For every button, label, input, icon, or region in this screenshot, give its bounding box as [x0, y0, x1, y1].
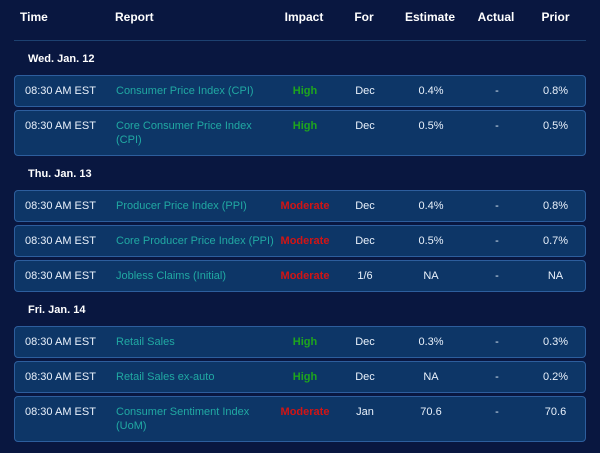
- estimate-value: NA: [423, 371, 439, 383]
- actual-value: -: [495, 406, 499, 418]
- estimate-value: NA: [423, 270, 439, 282]
- calendar-day-group: Wed. Jan. 12 08:30 AM EST Consumer Price…: [14, 52, 586, 156]
- impact-label: Moderate: [280, 406, 330, 418]
- prior-value: 0.8%: [542, 200, 569, 212]
- row-time: 08:30 AM EST: [25, 336, 96, 348]
- for-value: Dec: [355, 235, 375, 247]
- estimate-value: 70.6: [420, 406, 442, 418]
- impact-label: Moderate: [280, 235, 330, 247]
- calendar-row: 08:30 AM EST Core Producer Price Index (…: [14, 225, 586, 257]
- calendar-row: 08:30 AM EST Consumer Sentiment Index (U…: [14, 396, 586, 442]
- impact-label: High: [292, 120, 318, 132]
- prior-value: 0.5%: [542, 120, 569, 132]
- column-header-impact: Impact: [284, 10, 324, 24]
- actual-value: -: [495, 85, 499, 97]
- estimate-value: 0.5%: [418, 120, 444, 132]
- calendar-day-group: Thu. Jan. 13 08:30 AM EST Producer Price…: [14, 167, 586, 292]
- for-value: Dec: [355, 85, 375, 97]
- calendar-day-group: Fri. Jan. 14 08:30 AM EST Retail Sales H…: [14, 303, 586, 442]
- calendar-row: 08:30 AM EST Core Consumer Price Index (…: [14, 110, 586, 156]
- actual-value: -: [495, 270, 499, 282]
- for-value: Dec: [355, 336, 375, 348]
- column-header-time: Time: [20, 10, 48, 24]
- column-header-estimate: Estimate: [404, 10, 456, 24]
- prior-value: 0.2%: [542, 371, 569, 383]
- row-time: 08:30 AM EST: [25, 120, 96, 132]
- column-header-report: Report: [115, 10, 154, 24]
- impact-label: High: [292, 85, 318, 97]
- section-date: Thu. Jan. 13: [28, 168, 92, 180]
- impact-label: Moderate: [280, 200, 330, 212]
- row-time: 08:30 AM EST: [25, 200, 96, 212]
- prior-value: 0.8%: [542, 85, 569, 97]
- calendar-row: 08:30 AM EST Retail Sales High Dec 0.3% …: [14, 326, 586, 358]
- row-time: 08:30 AM EST: [25, 270, 96, 282]
- calendar-row: 08:30 AM EST Retail Sales ex-auto High D…: [14, 361, 586, 393]
- for-value: Dec: [355, 371, 375, 383]
- calendar-row: 08:30 AM EST Consumer Price Index (CPI) …: [14, 75, 586, 107]
- estimate-value: 0.5%: [418, 235, 444, 247]
- report-link[interactable]: Consumer Price Index (CPI): [116, 85, 254, 97]
- impact-label: Moderate: [280, 270, 330, 282]
- impact-label: High: [292, 371, 318, 383]
- estimate-value: 0.3%: [418, 336, 444, 348]
- for-value: Jan: [356, 406, 374, 418]
- prior-value: 0.7%: [542, 235, 569, 247]
- column-header-actual: Actual: [477, 10, 515, 24]
- actual-value: -: [495, 120, 499, 132]
- estimate-value: 0.4%: [418, 85, 444, 97]
- for-value: Dec: [355, 120, 375, 132]
- header-divider: [14, 40, 586, 41]
- actual-value: -: [495, 371, 499, 383]
- for-value: 1/6: [357, 270, 373, 282]
- report-link[interactable]: Producer Price Index (PPI): [116, 200, 247, 212]
- calendar-row: 08:30 AM EST Jobless Claims (Initial) Mo…: [14, 260, 586, 292]
- row-time: 08:30 AM EST: [25, 85, 96, 97]
- calendar-row: 08:30 AM EST Producer Price Index (PPI) …: [14, 190, 586, 222]
- row-time: 08:30 AM EST: [25, 371, 96, 383]
- actual-value: -: [495, 200, 499, 212]
- report-link[interactable]: Retail Sales ex-auto: [116, 371, 215, 383]
- prior-value: NA: [547, 270, 564, 282]
- column-header-for: For: [354, 10, 374, 24]
- report-link[interactable]: Consumer Sentiment Index (UoM): [116, 406, 250, 432]
- prior-value: 0.3%: [542, 336, 569, 348]
- report-link[interactable]: Jobless Claims (Initial): [116, 270, 227, 282]
- row-time: 08:30 AM EST: [25, 406, 96, 418]
- column-header-prior: Prior: [541, 10, 570, 24]
- report-link[interactable]: Retail Sales: [116, 336, 175, 348]
- impact-label: High: [292, 336, 318, 348]
- row-time: 08:30 AM EST: [25, 235, 96, 247]
- section-date: Wed. Jan. 12: [28, 53, 95, 65]
- prior-value: 70.6: [544, 406, 567, 418]
- actual-value: -: [495, 336, 499, 348]
- for-value: Dec: [355, 200, 375, 212]
- report-link[interactable]: Core Consumer Price Index (CPI): [116, 120, 252, 146]
- section-date: Fri. Jan. 14: [28, 304, 86, 316]
- report-link[interactable]: Core Producer Price Index (PPI): [116, 235, 274, 247]
- estimate-value: 0.4%: [418, 200, 444, 212]
- table-header: Time Report Impact For Estimate Actual P…: [14, 10, 586, 25]
- actual-value: -: [495, 235, 499, 247]
